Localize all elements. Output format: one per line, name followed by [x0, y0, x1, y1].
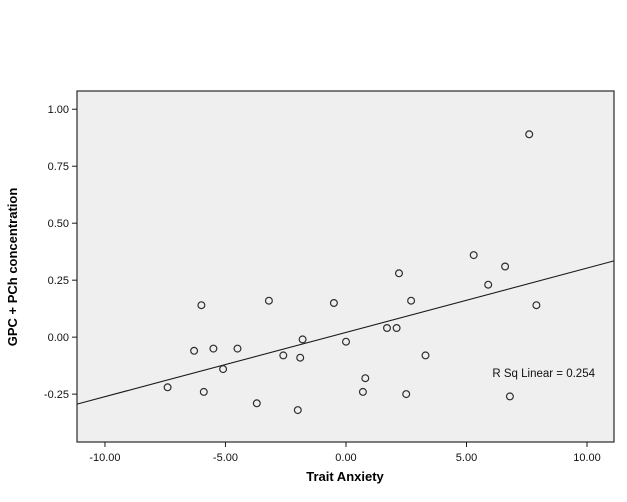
- data-point: [298, 335, 307, 344]
- data-point: [279, 351, 288, 360]
- data-point: [219, 365, 228, 374]
- y-tick-label: 0.00: [48, 332, 69, 344]
- data-point: [501, 262, 510, 271]
- data-point: [395, 269, 404, 278]
- data-point: [252, 399, 261, 408]
- y-axis-title: GPC + PCh concentration: [5, 188, 20, 347]
- data-point: [383, 324, 392, 333]
- data-point: [525, 130, 534, 139]
- data-point: [358, 387, 367, 396]
- r-squared-annotation: R Sq Linear = 0.254: [492, 368, 595, 380]
- data-point: [407, 296, 416, 305]
- plot-area: [76, 90, 615, 443]
- y-tick-label: 0.50: [48, 218, 69, 230]
- y-tick-label: 0.25: [48, 275, 69, 287]
- data-point: [329, 299, 338, 308]
- x-tick-label: 0.00: [335, 452, 356, 464]
- data-point: [484, 280, 493, 289]
- data-point: [505, 392, 514, 401]
- data-point: [190, 346, 199, 355]
- data-point: [361, 374, 370, 383]
- x-tick-label: 10.00: [573, 452, 601, 464]
- data-point: [421, 351, 430, 360]
- data-point: [296, 353, 305, 362]
- data-point: [402, 390, 411, 399]
- data-point: [264, 296, 273, 305]
- data-point: [199, 387, 208, 396]
- x-tick-label: 5.00: [456, 452, 477, 464]
- y-tick-label: 0.75: [48, 161, 69, 173]
- data-point: [209, 344, 218, 353]
- y-tick-label: 1.00: [48, 104, 69, 116]
- data-point: [469, 251, 478, 260]
- y-tick-label: -0.25: [44, 389, 69, 401]
- data-point: [342, 337, 351, 346]
- plot-layer: -10.00 -5.00 0.00 5.00 10.00 1.00 0.75 0.50 0.25…: [44, 90, 615, 464]
- x-axis-title: Trait Anxiety: [306, 469, 384, 484]
- data-point: [392, 324, 401, 333]
- x-tick-label: -5.00: [213, 452, 238, 464]
- data-point: [163, 383, 172, 392]
- data-point: [293, 406, 302, 415]
- data-point: [197, 301, 206, 310]
- x-tick-label: -10.00: [89, 452, 120, 464]
- regression-line: [76, 260, 615, 405]
- data-point: [233, 344, 242, 353]
- data-point: [532, 301, 541, 310]
